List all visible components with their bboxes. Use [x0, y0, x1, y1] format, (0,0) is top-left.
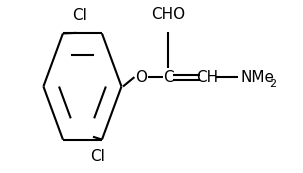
Text: CH: CH	[196, 70, 218, 85]
Text: Cl: Cl	[90, 149, 105, 164]
Text: C: C	[163, 70, 173, 85]
Text: NMe: NMe	[240, 70, 274, 85]
Text: O: O	[135, 70, 147, 85]
Text: CHO: CHO	[151, 7, 185, 22]
Text: 2: 2	[269, 79, 277, 89]
Text: Cl: Cl	[72, 8, 87, 23]
